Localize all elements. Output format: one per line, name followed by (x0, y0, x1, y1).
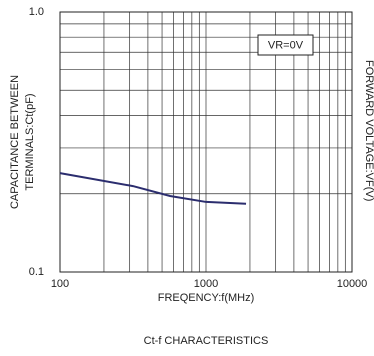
plot-frame (59, 11, 353, 273)
y-axis-label: CAPACITANCE BETWEEN (9, 75, 21, 209)
y-axis-label: TERMINALS:Ct(pF) (24, 93, 36, 190)
chart-title: Ct-f CHARACTERISTICS (144, 335, 269, 347)
data-line (59, 172, 247, 205)
y2-axis-label: FORWARD VOLTAGE:VF(V) (363, 60, 374, 201)
x-tick-label: 1000 (194, 278, 218, 290)
x-tick-label: 100 (51, 278, 69, 290)
y-tick-label: 1.0 (29, 6, 44, 18)
annotation: VR=0V (268, 39, 304, 51)
x-axis-label: FREQENCY:f(MHz) (158, 292, 255, 304)
y-tick-label: 0.1 (29, 266, 44, 278)
annotation-box (257, 34, 314, 56)
x-tick-label: 10000 (337, 278, 368, 290)
